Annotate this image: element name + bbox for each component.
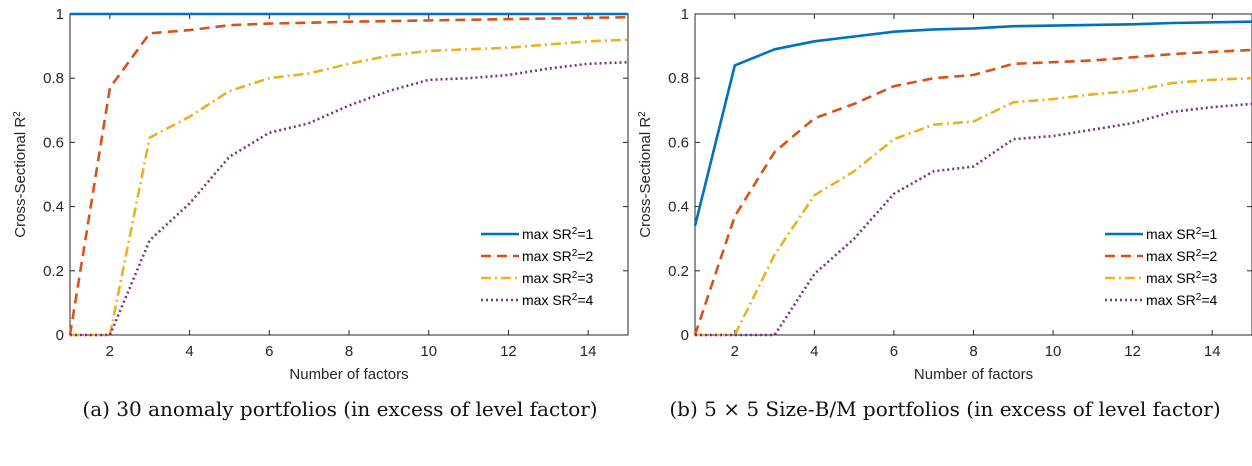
- series-line-2: [693, 48, 1252, 336]
- x-tick-label: 8: [969, 343, 977, 360]
- series-line-3: [695, 76, 1252, 337]
- x-axis-label: Number of factors: [914, 366, 1033, 383]
- y-tick-label: 0: [56, 327, 64, 344]
- y-tick-label: 0.2: [668, 263, 689, 280]
- x-tick-label: 12: [1124, 343, 1141, 360]
- x-axis-label: Number of factors: [289, 366, 408, 383]
- x-tick-label: 10: [1045, 343, 1062, 360]
- y-tick-label: 0.4: [668, 199, 689, 216]
- y-tick-label: 0.8: [668, 70, 689, 87]
- x-tick-label: 10: [420, 343, 437, 360]
- chart-b: 2 4 6 8 10 12 14 0 0.2 0.4 0.6 0.8 1 Number of factor…: [637, 6, 1252, 383]
- x-tick-label: 8: [345, 343, 353, 360]
- x-tick-label: 2: [106, 343, 114, 360]
- legend-label: max SR2=2: [522, 248, 594, 265]
- x-tick-label: 2: [731, 343, 739, 360]
- series-line-2: [68, 15, 629, 336]
- legend-label: max SR2=3: [522, 270, 594, 287]
- x-tick-label: 14: [1204, 343, 1221, 360]
- legend-label: max SR2=3: [1146, 270, 1218, 287]
- legend-label: max SR2=4: [1146, 292, 1218, 309]
- x-tick-label: 4: [810, 343, 818, 360]
- y-tick-label: 0.2: [43, 263, 64, 280]
- y-tick-label: 0.6: [668, 134, 689, 151]
- y-tick-label: 0.8: [43, 70, 64, 87]
- x-tick-label: 14: [580, 343, 597, 360]
- legend-label: max SR2=1: [522, 226, 594, 243]
- caption-b: (b) 5 × 5 Size-B/M portfolios (in excess…: [669, 397, 1221, 421]
- y-tick-label: 1: [681, 6, 689, 23]
- y-tick-label: 0.4: [43, 199, 64, 216]
- series-line-3: [70, 38, 629, 337]
- chart-a: 2 4 6 8 10 12 14 0 0.2 0.4 0.6 0.8 1 Number of factor…: [12, 6, 629, 383]
- y-tick-label: 0.6: [43, 134, 64, 151]
- x-tick-label: 4: [185, 343, 193, 360]
- legend-label: max SR2=2: [1146, 248, 1218, 265]
- y-tick-label: 0: [681, 327, 689, 344]
- legend-label: max SR2=1: [1146, 226, 1218, 243]
- legend-label: max SR2=4: [522, 292, 594, 309]
- x-tick-label: 6: [265, 343, 273, 360]
- y-tick-label: 1: [56, 6, 64, 23]
- series-line-4: [70, 60, 629, 337]
- legend: max SR2=1 max SR2=2 max SR2=3 max SR2=4: [481, 226, 594, 309]
- x-tick-label: 6: [890, 343, 898, 360]
- y-axis-label: Cross-Sectional R2: [12, 111, 30, 238]
- y-axis-label: Cross-Sectional R2: [637, 111, 655, 238]
- plot-frame: [69, 13, 629, 336]
- series-line-1: [693, 20, 1252, 227]
- caption-a: (a) 30 anomaly portfolios (in excess of …: [82, 397, 598, 421]
- plot-frame: [694, 13, 1252, 336]
- x-tick-label: 12: [500, 343, 517, 360]
- series-line-4: [695, 102, 1252, 337]
- legend: max SR2=1 max SR2=2 max SR2=3 max SR2=4: [1105, 226, 1218, 309]
